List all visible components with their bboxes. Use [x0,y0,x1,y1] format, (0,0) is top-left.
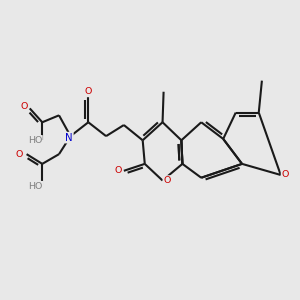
Text: N: N [65,133,73,142]
Text: O: O [85,87,92,96]
Text: O: O [16,150,23,159]
Text: O: O [115,166,122,175]
Text: O: O [20,102,28,111]
Text: HO: HO [28,136,42,145]
Text: HO: HO [28,182,43,191]
Text: O: O [281,170,289,179]
Text: O: O [163,176,171,185]
